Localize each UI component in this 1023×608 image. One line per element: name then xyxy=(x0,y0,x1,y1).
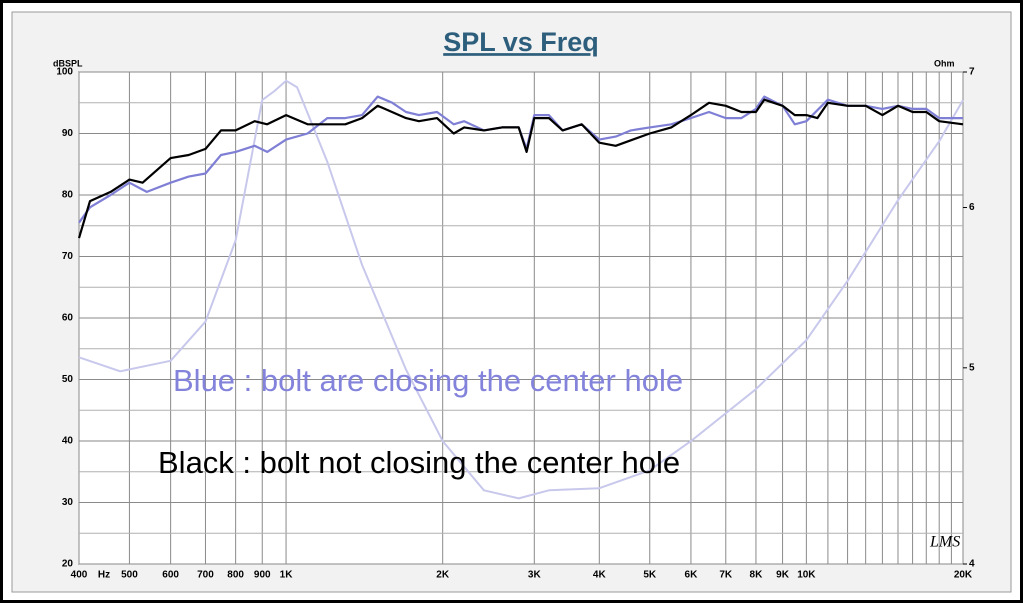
x-tick-label: 2K xyxy=(436,570,450,581)
x-tick-label: 800 xyxy=(227,570,244,581)
x-tick-label: 10K xyxy=(797,570,816,581)
x-tick-label: 20K xyxy=(954,570,973,581)
series-line xyxy=(77,98,964,239)
y-tick-label: 20 xyxy=(62,559,74,570)
y2-axis-label: Ohm xyxy=(934,58,955,68)
x-tick-label: 500 xyxy=(121,570,138,581)
x-tick-label: 900 xyxy=(254,570,271,581)
x-tick-label: 6K xyxy=(685,570,699,581)
x-tick-label: 8K xyxy=(750,570,764,581)
y2-tick-label: 5 xyxy=(969,362,975,373)
chart-title: SPL vs Freq xyxy=(443,27,599,57)
x-tick-label: 9K xyxy=(776,570,790,581)
y-tick-label: 100 xyxy=(56,67,73,78)
lines xyxy=(77,79,964,500)
y2-tick-label: 4 xyxy=(969,559,975,570)
y-axis-label: dBSPL xyxy=(53,58,83,68)
y-tick-label: 60 xyxy=(62,313,74,324)
x-tick-label: 600 xyxy=(162,570,179,581)
annotation: Blue : bolt are closing the center hole xyxy=(173,363,683,398)
y2-tick-label: 7 xyxy=(969,67,975,78)
x-unit-label: Hz xyxy=(98,570,110,581)
x-tick-label: 4K xyxy=(593,570,607,581)
logo: LMS xyxy=(929,534,960,551)
y-tick-label: 50 xyxy=(62,374,74,385)
x-tick-label: 5K xyxy=(643,570,657,581)
y2-tick-label: 6 xyxy=(969,202,975,213)
x-tick-label: 700 xyxy=(197,570,214,581)
y-tick-label: 80 xyxy=(62,190,74,201)
x-tick-label: 7K xyxy=(719,570,733,581)
y-tick-label: 70 xyxy=(62,251,74,262)
y-tick-label: 40 xyxy=(62,436,74,447)
annotation: Black : bolt not closing the center hole xyxy=(158,445,680,480)
series-line xyxy=(78,79,964,500)
y-tick-label: 30 xyxy=(62,497,74,508)
y-tick-label: 90 xyxy=(62,128,74,139)
x-tick-label: 3K xyxy=(528,570,542,581)
x-tick-label: 1K xyxy=(280,570,294,581)
x-tick-label: 400 xyxy=(71,570,88,581)
